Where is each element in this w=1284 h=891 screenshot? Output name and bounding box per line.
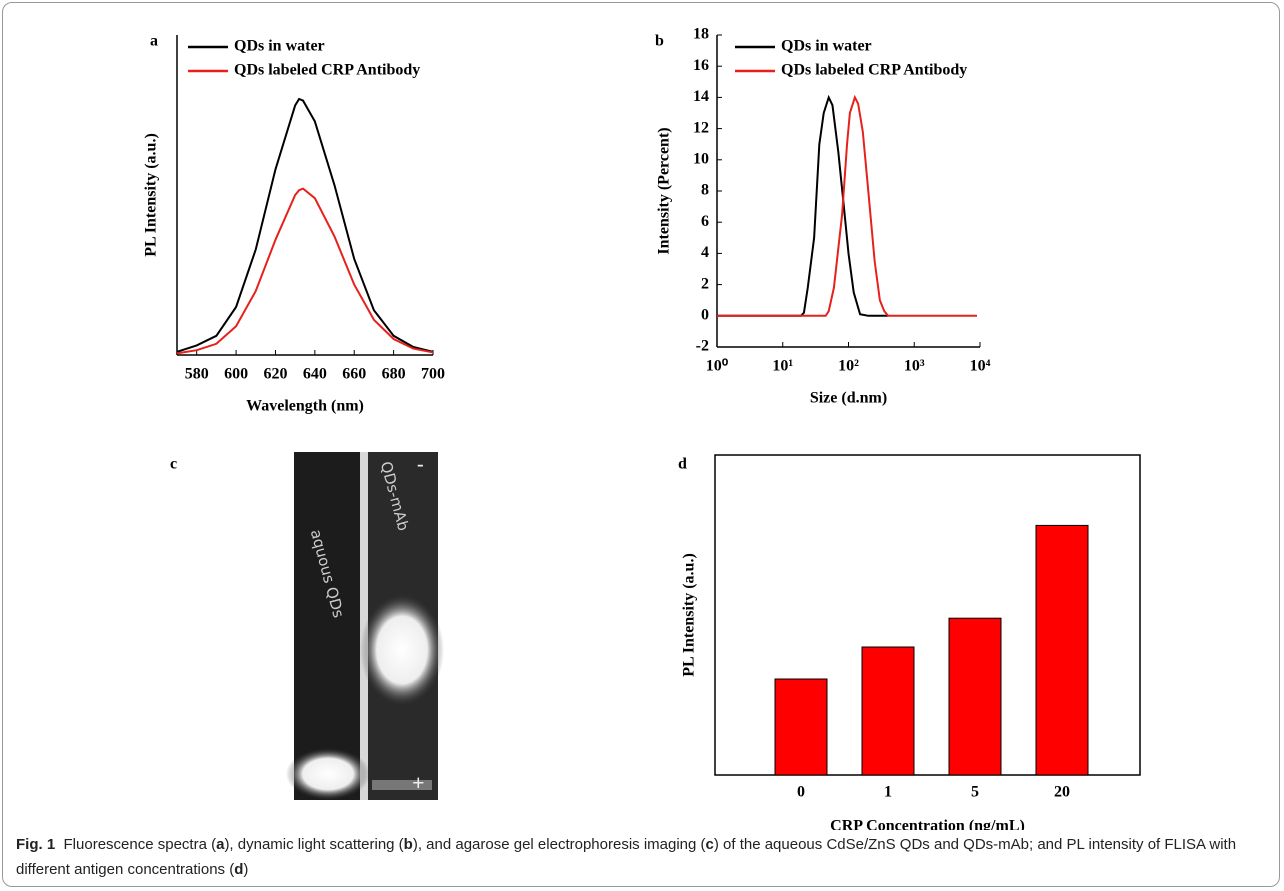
gel-band: [360, 594, 444, 706]
caption-part: ), and agarose gel electrophoresis imagi…: [412, 836, 706, 853]
x-tick-label: 600: [224, 366, 248, 383]
y-tick-label: 0: [701, 306, 709, 323]
legend-label: QDs labeled CRP Antibody: [234, 62, 420, 79]
panel-label: a: [150, 33, 158, 50]
x-tick-label: 660: [342, 366, 366, 383]
bar: [948, 617, 1002, 776]
series-line: [717, 94, 977, 317]
x-tick-label: 10²: [838, 358, 859, 375]
x-tick-label: 640: [303, 366, 327, 383]
bar: [1035, 524, 1089, 776]
x-axis-title: Size (d.nm): [810, 390, 887, 407]
figure: c aquous QDs QDs-mAb - + aPL Intensity (…: [143, 26, 1141, 830]
x-tick-label: 0: [797, 784, 805, 801]
x-tick-label: 680: [382, 366, 406, 383]
y-axis-title: Intensity (Percent): [656, 127, 673, 254]
legend-label: QDs labeled CRP Antibody: [781, 62, 967, 79]
gel-lane: [294, 452, 360, 800]
y-tick-label: 16: [693, 57, 709, 74]
y-tick-label: 2: [701, 275, 709, 292]
panel-label: c: [170, 456, 177, 473]
x-axis-title: Wavelength (nm): [246, 398, 364, 415]
minus-label: -: [417, 454, 424, 476]
x-tick-label: 20: [1054, 784, 1070, 801]
x-tick-label: 1: [884, 784, 892, 801]
x-tick-label: 10⁴: [970, 358, 991, 375]
y-tick-label: 8: [701, 182, 709, 199]
caption-part: c: [705, 836, 714, 853]
legend-label: QDs in water: [781, 38, 872, 55]
y-tick-label: 6: [701, 213, 709, 230]
caption-part: ), dynamic light scattering (: [224, 836, 404, 853]
caption: Fig. 1 Fluorescence spectra (a), dynamic…: [16, 832, 1266, 882]
caption-part: a: [216, 836, 225, 853]
plus-label: +: [412, 770, 425, 795]
caption-part: Fluorescence spectra (: [63, 836, 217, 853]
x-tick-label: 580: [185, 366, 209, 383]
series-line: [717, 94, 889, 317]
y-axis-title: PL Intensity (a.u.): [681, 553, 698, 677]
x-tick-label: 700: [421, 366, 445, 383]
caption-part: ) of the aqueous CdSe/ZnS QDs and QDs-mA…: [16, 836, 1237, 878]
caption-label: Fig. 1: [16, 836, 56, 853]
y-tick-label: -2: [696, 338, 709, 355]
x-tick-label: 5: [971, 784, 979, 801]
bar: [861, 646, 915, 776]
x-tick-label: 10¹: [772, 358, 793, 375]
caption-part: ): [243, 861, 249, 878]
gel-well: [372, 780, 432, 790]
panel-label: b: [655, 33, 664, 50]
series-line: [176, 97, 434, 353]
y-tick-label: 18: [693, 26, 709, 43]
x-axis-title: CRP Concentration (ng/mL): [830, 818, 1025, 830]
y-tick-label: 14: [693, 88, 709, 105]
y-tick-label: 12: [693, 119, 709, 136]
caption-text: Fluorescence spectra (a), dynamic light …: [16, 836, 1236, 878]
x-tick-label: 620: [263, 366, 287, 383]
gel-band: [286, 748, 370, 800]
legend-label: QDs in water: [234, 38, 325, 55]
y-tick-label: 4: [701, 244, 709, 261]
x-tick-label: 10⁰: [706, 358, 729, 375]
gel-divider: [360, 452, 368, 800]
caption-part: b: [403, 836, 413, 853]
y-axis-title: PL Intensity (a.u.): [143, 133, 160, 257]
bar: [774, 678, 828, 776]
panel-label: d: [678, 456, 687, 473]
y-tick-label: 10: [693, 150, 709, 167]
plot-frame: [714, 454, 1141, 776]
series-line: [176, 187, 434, 355]
x-tick-label: 10³: [904, 358, 925, 375]
caption-part: d: [234, 861, 244, 878]
